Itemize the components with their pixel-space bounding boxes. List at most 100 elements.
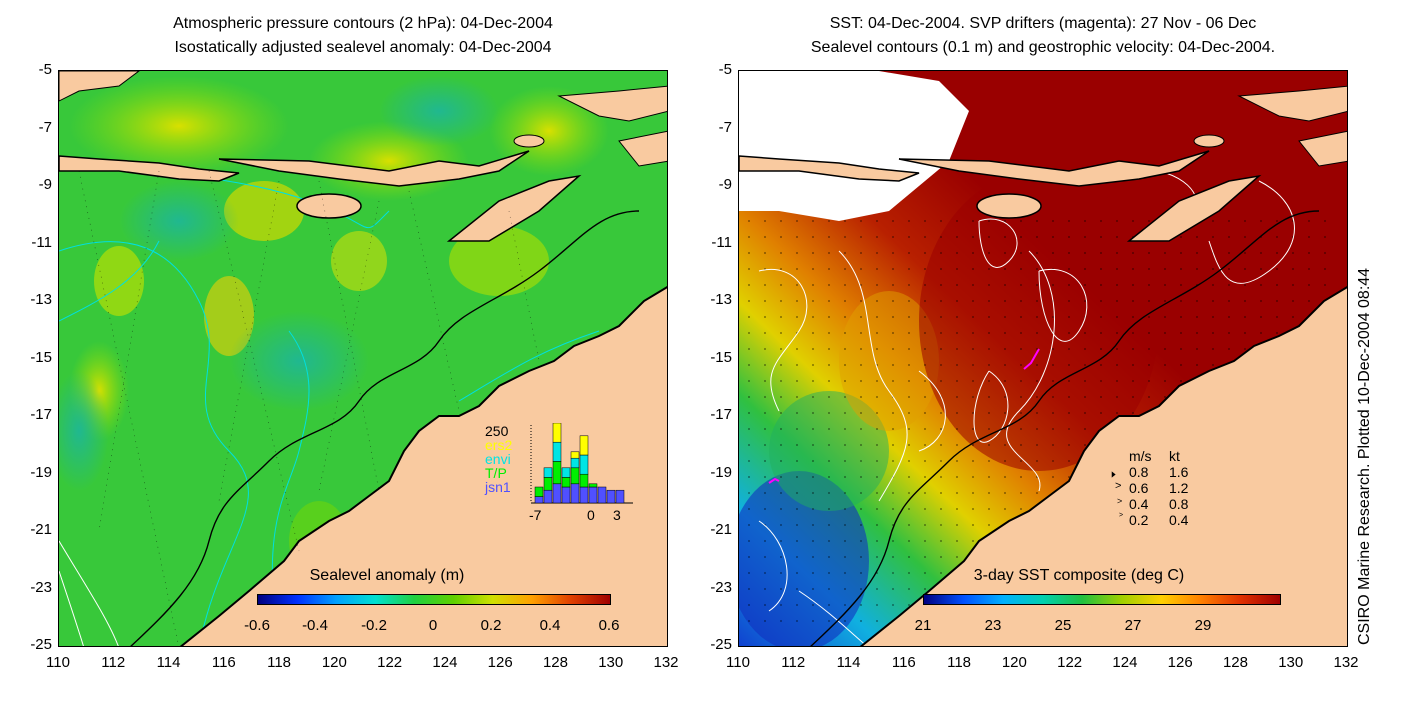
- velocity-vector: [924, 524, 926, 526]
- velocity-vector: [988, 444, 990, 446]
- velocity-vector: [1084, 284, 1086, 286]
- velocity-vector: [860, 268, 862, 270]
- velocity-vector: [1164, 284, 1166, 286]
- velocity-vector: [780, 588, 782, 590]
- velocity-vector: [956, 268, 958, 270]
- velocity-vector: [972, 476, 974, 478]
- velocity-vector: [1148, 220, 1150, 222]
- velocity-vector: [908, 348, 910, 350]
- velocity-vector: [1020, 284, 1022, 286]
- velocity-vector: [1100, 252, 1102, 254]
- velocity-vector: [908, 364, 910, 366]
- velocity-vector: [1308, 300, 1310, 302]
- velocity-vector: [988, 396, 990, 398]
- velocity-vector: [764, 556, 766, 558]
- right-cb-tick-3: 27: [1124, 617, 1142, 634]
- velocity-vector: [828, 268, 830, 270]
- velocity-vector: [1132, 332, 1134, 334]
- velocity-vector: [844, 492, 846, 494]
- velocity-vector: [940, 220, 942, 222]
- velocity-vector: [1052, 428, 1054, 430]
- inset-bar-7-jsn1: [597, 486, 607, 504]
- velocity-vector: [860, 364, 862, 366]
- velocity-vector: [1100, 300, 1102, 302]
- velocity-vector: [796, 476, 798, 478]
- velocity-vector: [988, 284, 990, 286]
- velocity-vector: [1292, 316, 1294, 318]
- velocity-vector: [844, 364, 846, 366]
- velocity-vector: [1068, 284, 1070, 286]
- velocity-vector: [1020, 508, 1022, 510]
- velocity-vector: [1100, 236, 1102, 238]
- y-tick-0: -5: [718, 61, 732, 78]
- velocity-vector: [1148, 396, 1150, 398]
- velocity-vector: [844, 572, 846, 574]
- x-tick-3: 116: [891, 654, 916, 671]
- velocity-vector: [828, 444, 830, 446]
- velocity-vector: [844, 284, 846, 286]
- y-tick-8: -21: [710, 521, 732, 538]
- velocity-vector: [908, 492, 910, 494]
- velocity-vector: [764, 412, 766, 414]
- velocity-vector: [1308, 220, 1310, 222]
- velocity-vector: [876, 348, 878, 350]
- velocity-vector: [1180, 348, 1182, 350]
- velocity-vector: [1116, 300, 1118, 302]
- velocity-vector: [1116, 380, 1118, 382]
- velocity-vector: [812, 332, 814, 334]
- velocity-vector: [796, 236, 798, 238]
- velocity-vector: [892, 332, 894, 334]
- velocity-vector: [1004, 364, 1006, 366]
- velocity-vector: [1100, 220, 1102, 222]
- velocity-vector: [1036, 332, 1038, 334]
- velocity-vector: [796, 492, 798, 494]
- velocity-vector: [844, 332, 846, 334]
- velocity-vector: [924, 364, 926, 366]
- velocity-vector: [844, 476, 846, 478]
- velocity-vector: [956, 428, 958, 430]
- velocity-vector: [796, 556, 798, 558]
- velocity-vector: [828, 284, 830, 286]
- velocity-vector: [780, 284, 782, 286]
- velocity-legend-ms-3: 0.2: [1129, 512, 1149, 528]
- velocity-vector: [1020, 492, 1022, 494]
- velocity-vector: [1164, 332, 1166, 334]
- velocity-vector: [1260, 252, 1262, 254]
- velocity-vector: [796, 316, 798, 318]
- velocity-vector: [956, 236, 958, 238]
- inset-bar-0-tp: [534, 486, 544, 497]
- velocity-vector: [844, 508, 846, 510]
- velocity-vector: [1100, 332, 1102, 334]
- velocity-vector: [1052, 284, 1054, 286]
- velocity-vector: [1068, 396, 1070, 398]
- velocity-vector: [972, 252, 974, 254]
- right-cb-tick-1: 23: [984, 617, 1002, 634]
- velocity-vector: [764, 460, 766, 462]
- velocity-vector: [1004, 396, 1006, 398]
- velocity-vector: [860, 604, 862, 606]
- velocity-vector: [764, 492, 766, 494]
- velocity-vector: [988, 508, 990, 510]
- velocity-vector: [860, 252, 862, 254]
- y-tick-5: -15: [30, 348, 52, 366]
- right-cb-tick-0: 21: [914, 617, 932, 634]
- inset-bar-4-jsn1: [570, 483, 580, 504]
- velocity-vector: [956, 364, 958, 366]
- velocity-vector: [1004, 460, 1006, 462]
- velocity-vector: [1084, 396, 1086, 398]
- velocity-vector: [1036, 252, 1038, 254]
- velocity-vector: [812, 316, 814, 318]
- velocity-vector: [972, 332, 974, 334]
- y-tick-3: -11: [31, 233, 52, 251]
- velocity-vector: [1004, 316, 1006, 318]
- inset-bar-6-jsn1: [588, 486, 598, 504]
- velocity-vector: [1052, 396, 1054, 398]
- x-tick-11: 132: [653, 654, 679, 671]
- velocity-vector: [748, 332, 750, 334]
- velocity-vector: [860, 412, 862, 414]
- velocity-vector: [908, 332, 910, 334]
- velocity-vector: [1004, 428, 1006, 430]
- velocity-vector: [844, 524, 846, 526]
- velocity-vector: [1084, 252, 1086, 254]
- velocity-vector: [1260, 300, 1262, 302]
